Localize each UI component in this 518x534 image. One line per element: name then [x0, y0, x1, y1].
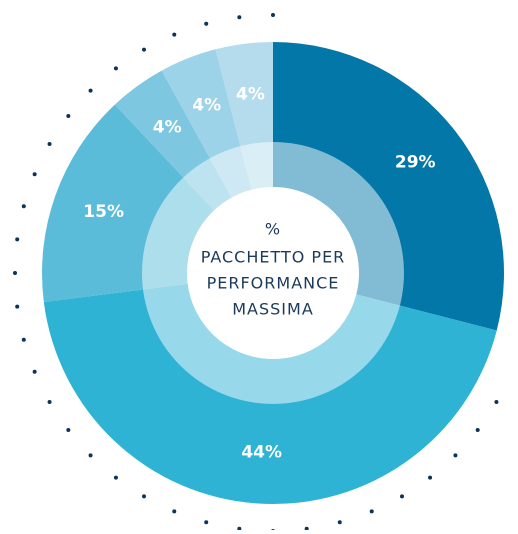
decor-dot	[21, 337, 26, 342]
decor-dot	[113, 475, 118, 480]
decor-dot	[15, 304, 20, 309]
center-text: PERFORMANCE	[207, 274, 340, 293]
decor-dot	[271, 13, 275, 17]
decor-dot	[237, 15, 242, 20]
value-label: 29%	[395, 153, 436, 173]
value-label: 4%	[192, 96, 221, 116]
decor-dot	[66, 113, 71, 118]
decor-dot	[13, 271, 17, 275]
decor-dot	[453, 453, 458, 458]
decor-dot	[494, 400, 499, 404]
decor-dot	[172, 509, 177, 514]
center-text: PACCHETTO PER	[201, 248, 346, 267]
decor-dot	[47, 400, 52, 404]
value-label: 4%	[236, 84, 265, 104]
value-label: 4%	[153, 117, 182, 137]
decor-dot	[15, 237, 20, 242]
decor-dot	[32, 172, 37, 177]
decor-dot	[47, 142, 52, 146]
decor-dot	[21, 204, 26, 209]
decor-dot	[113, 66, 118, 71]
decor-dot	[88, 88, 93, 93]
center-hole	[187, 187, 359, 359]
value-label: 15%	[83, 202, 124, 222]
decor-dot	[32, 369, 37, 374]
decor-dot	[66, 428, 71, 433]
center-text: %	[265, 220, 281, 239]
decor-dot	[475, 428, 480, 433]
decor-dot	[369, 509, 374, 514]
decor-dot	[172, 32, 177, 37]
decor-dot	[88, 453, 93, 458]
inner-ring	[142, 142, 404, 404]
value-label: 44%	[241, 443, 282, 463]
decor-dot	[204, 520, 209, 525]
decor-dot	[428, 475, 433, 480]
decor-dot	[337, 520, 342, 525]
decor-dot	[142, 47, 146, 52]
decor-dot	[400, 494, 404, 499]
center-text: MASSIMA	[232, 300, 314, 319]
decor-dot	[142, 494, 146, 499]
donut-slice	[273, 42, 504, 331]
decor-dot	[204, 21, 209, 26]
